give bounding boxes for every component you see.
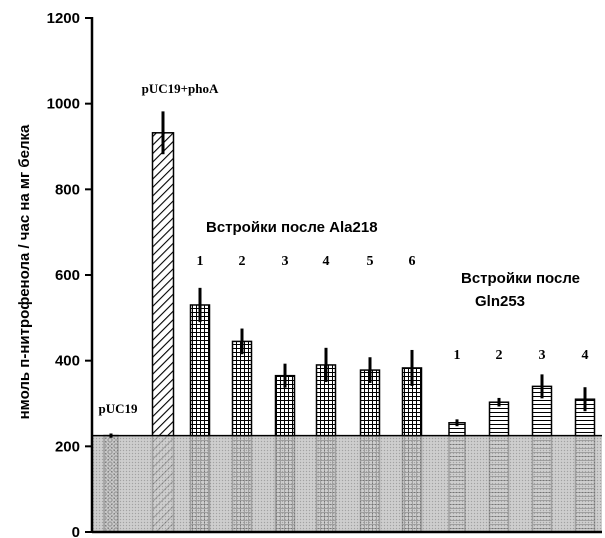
bar-label: pUC19: [98, 401, 138, 416]
y-tick-label: 0: [72, 524, 80, 538]
group2-annotation-line2: Gln253: [475, 293, 525, 310]
bar-label: 1: [197, 254, 204, 269]
y-tick-label: 200: [55, 438, 80, 455]
group2-annotation-line1: Встройки после: [461, 270, 580, 287]
bar-label: 6: [409, 254, 416, 269]
bar-label: 5: [367, 254, 374, 269]
bar-label: 1: [454, 348, 461, 363]
bar-label: 2: [239, 254, 246, 269]
y-tick-label: 800: [55, 181, 80, 198]
y-tick-label: 1000: [47, 96, 80, 113]
bar-label: 4: [582, 348, 589, 363]
y-tick-label: 1200: [47, 10, 80, 27]
bar-labels: pUC19 pUC19+phoA 1 2 3 4 5 6 1 2 3 4: [98, 81, 588, 416]
group1-annotation: Встройки после Ala218: [206, 219, 378, 236]
y-axis-label: нмоль п-нитрофенола / час на мг белка: [16, 124, 33, 419]
bar-label: 3: [282, 254, 289, 269]
bar-label: 2: [496, 348, 503, 363]
background-region: [92, 435, 602, 532]
bar-label: 3: [539, 348, 546, 363]
background-shade: [92, 434, 602, 532]
y-axis-ticks: 0 200 400 600 800 1000 1200: [47, 10, 92, 538]
y-tick-label: 400: [55, 353, 80, 370]
axes: [90, 17, 602, 534]
error-bars: [109, 111, 587, 438]
bar-label: pUC19+phoA: [142, 81, 219, 96]
y-tick-label: 600: [55, 267, 80, 284]
bar-label: 4: [323, 254, 330, 269]
